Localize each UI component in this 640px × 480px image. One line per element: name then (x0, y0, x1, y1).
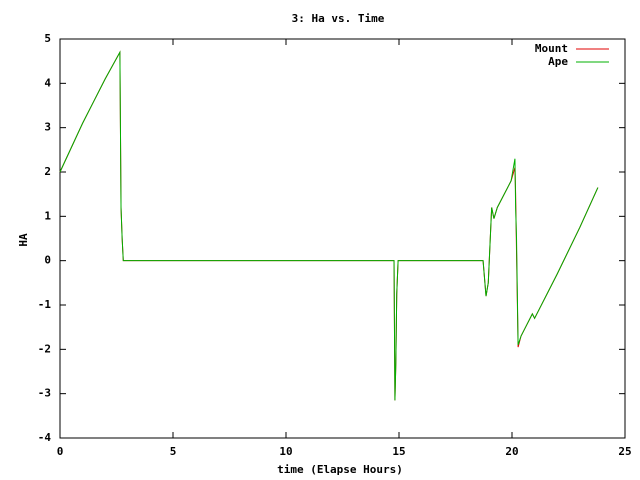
series-line (59, 50, 599, 401)
series-line (59, 50, 599, 401)
legend-label: Mount (535, 42, 568, 55)
y-tick-label: -4 (38, 431, 52, 444)
y-tick-label: 3 (44, 121, 51, 134)
x-tick-label: 0 (57, 445, 64, 458)
y-tick-label: -2 (38, 342, 51, 355)
x-tick-label: 15 (392, 445, 405, 458)
y-tick-label: 2 (44, 165, 51, 178)
y-tick-label: 4 (44, 76, 51, 89)
x-tick-label: 20 (505, 445, 518, 458)
y-tick-label: -1 (38, 298, 52, 311)
chart-title: 3: Ha vs. Time (292, 12, 385, 25)
y-axis-label: HA (17, 233, 30, 247)
x-tick-label: 5 (170, 445, 177, 458)
x-axis-label: time (Elapse Hours) (277, 463, 403, 476)
y-tick-label: -3 (38, 387, 51, 400)
y-tick-label: 5 (44, 32, 51, 45)
x-tick-label: 25 (618, 445, 631, 458)
plot-frame (59, 38, 626, 439)
y-tick-label: 1 (44, 209, 51, 222)
legend-label: Ape (548, 55, 568, 68)
y-tick-label: 0 (44, 254, 51, 267)
x-tick-label: 10 (279, 445, 292, 458)
